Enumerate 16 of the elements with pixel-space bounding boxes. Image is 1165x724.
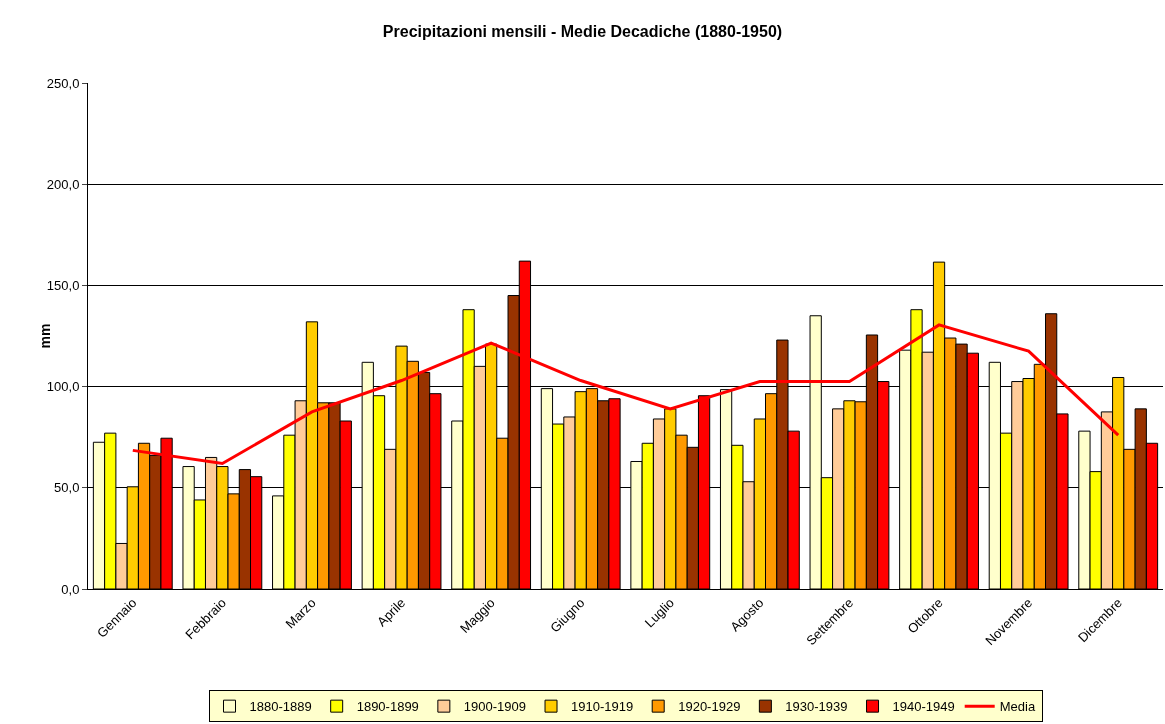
y-tick-label: 50,0 xyxy=(54,480,80,496)
y-tick-label: 200,0 xyxy=(46,176,80,192)
y-tick-label: 250,0 xyxy=(46,75,80,91)
legend-label: 1890-1899 xyxy=(356,699,419,715)
legend-label: 1930-1939 xyxy=(785,699,848,715)
y-tick-label: 100,0 xyxy=(46,379,80,395)
legend-label: 1910-1919 xyxy=(571,699,634,715)
legend-label: 1880-1889 xyxy=(249,699,312,715)
y-tick-label: 150,0 xyxy=(46,277,80,293)
y-tick-label: 0,0 xyxy=(61,581,80,597)
y-axis-title: mm xyxy=(37,323,53,349)
legend-label: Media xyxy=(999,699,1036,715)
legend-label: 1940-1949 xyxy=(892,699,955,715)
legend-label: 1920-1929 xyxy=(678,699,741,715)
chart-title: Precipitazioni mensili - Medie Decadiche (1880-1950) xyxy=(382,22,783,40)
legend-label: 1900-1909 xyxy=(463,699,527,715)
